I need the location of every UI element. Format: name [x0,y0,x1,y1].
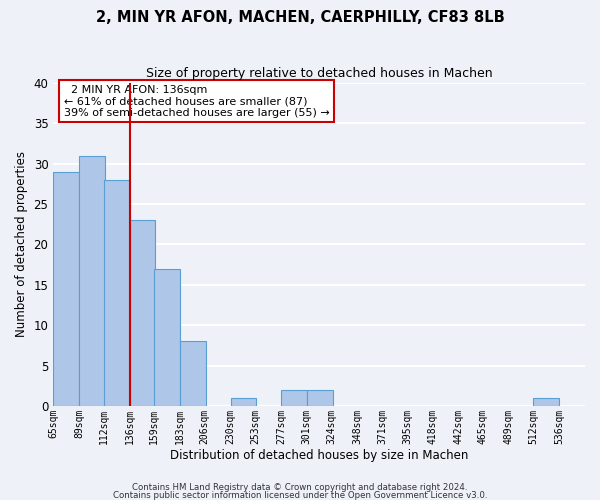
Bar [79,156,105,406]
Bar [230,398,256,406]
Text: 2, MIN YR AFON, MACHEN, CAERPHILLY, CF83 8LB: 2, MIN YR AFON, MACHEN, CAERPHILLY, CF83… [95,10,505,25]
Bar [130,220,155,406]
Text: Contains HM Land Registry data © Crown copyright and database right 2024.: Contains HM Land Registry data © Crown c… [132,484,468,492]
Bar [533,398,559,406]
Bar [281,390,307,406]
Y-axis label: Number of detached properties: Number of detached properties [15,152,28,338]
Text: Contains public sector information licensed under the Open Government Licence v3: Contains public sector information licen… [113,490,487,500]
Bar [307,390,332,406]
X-axis label: Distribution of detached houses by size in Machen: Distribution of detached houses by size … [170,450,469,462]
Title: Size of property relative to detached houses in Machen: Size of property relative to detached ho… [146,68,493,80]
Text: 2 MIN YR AFON: 136sqm  
← 61% of detached houses are smaller (87)
39% of semi-de: 2 MIN YR AFON: 136sqm ← 61% of detached … [64,84,329,118]
Bar [53,172,79,406]
Bar [104,180,130,406]
Bar [180,342,206,406]
Bar [154,268,180,406]
